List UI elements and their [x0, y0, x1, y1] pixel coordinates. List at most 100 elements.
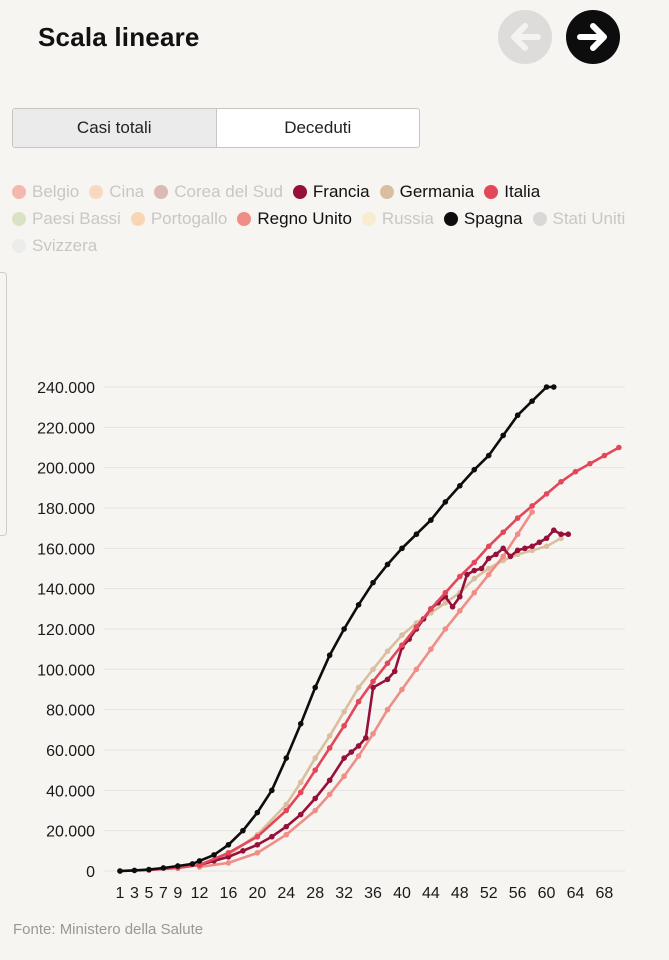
data-point-spagna — [500, 432, 506, 439]
data-point-spagna — [442, 499, 449, 505]
data-point-italia — [283, 807, 290, 814]
data-point-spagna — [254, 809, 261, 816]
data-point-germania — [442, 599, 449, 606]
legend-label: Portogallo — [150, 209, 228, 228]
data-point-italia — [485, 543, 492, 550]
y-tick-label: 60.000 — [46, 743, 95, 760]
source-note: Fonte: Ministero della Salute — [13, 921, 204, 938]
y-tick-label: 200.000 — [37, 461, 95, 478]
legend-label: Belgio — [32, 182, 80, 201]
metric-tabs: Casi totali Deceduti — [12, 108, 420, 148]
x-tick-label: 44 — [422, 885, 440, 902]
data-point-spagna — [283, 755, 290, 761]
data-point-spagna — [471, 466, 478, 473]
data-point-germania — [384, 648, 391, 654]
legend-item-cina[interactable]: Cina — [89, 182, 144, 202]
data-point-francia — [500, 545, 506, 552]
data-point-francia — [391, 668, 398, 675]
previous-button[interactable] — [498, 10, 552, 64]
x-tick-label: 40 — [393, 885, 411, 902]
page-title: Scala lineare — [38, 22, 200, 52]
tab-casi-totali[interactable]: Casi totali — [13, 109, 217, 147]
data-point-spagna — [225, 841, 232, 848]
data-point-spagna — [384, 561, 391, 568]
x-tick-label: 12 — [191, 885, 209, 902]
data-point-germania — [341, 708, 347, 715]
data-point-francia — [551, 527, 557, 533]
legend-item-svizzera[interactable]: Svizzera — [12, 236, 97, 256]
data-point-spagna — [485, 452, 492, 459]
data-point-spagna — [269, 787, 275, 794]
data-point-italia — [326, 745, 333, 751]
legend-dot-icon — [154, 185, 169, 199]
legend-item-stati-uniti[interactable]: Stati Uniti — [532, 209, 626, 229]
legend-label: Stati Uniti — [552, 209, 626, 228]
legend-item-francia[interactable]: Francia — [292, 182, 370, 202]
y-tick-label: 40.000 — [46, 783, 95, 800]
x-tick-label: 7 — [159, 885, 168, 902]
data-point-francia — [485, 555, 492, 562]
legend-item-regno-unito[interactable]: Regno Unito — [237, 209, 352, 229]
line-chart: 0 20.000 40.000 60.000 80.000 100.000 120.000 1… — [37, 380, 625, 902]
data-point-francia — [514, 547, 521, 554]
data-point-regno-unito — [326, 791, 333, 798]
data-point-italia — [341, 723, 347, 729]
data-point-francia — [326, 777, 333, 784]
data-point-italia — [457, 573, 463, 580]
legend-label: Corea del Sud — [174, 182, 283, 201]
data-point-regno-unito — [500, 553, 506, 560]
data-point-francia — [522, 545, 528, 552]
legend-label: Francia — [312, 182, 370, 201]
legend-item-germania[interactable]: Germania — [379, 182, 474, 202]
data-point-regno-unito — [384, 706, 391, 713]
data-point-spagna — [189, 861, 196, 867]
data-point-regno-unito — [312, 807, 319, 814]
arrow-left-icon — [511, 23, 541, 51]
data-point-italia — [399, 642, 405, 648]
data-point-francia — [457, 593, 463, 600]
legend-label: Cina — [109, 182, 145, 201]
x-tick-label: 1 — [116, 885, 125, 902]
x-tick-label: 56 — [509, 885, 527, 902]
data-point-spagna — [146, 866, 152, 873]
legend-item-corea-del-sud[interactable]: Corea del Sud — [154, 182, 283, 202]
tab-deceduti[interactable]: Deceduti — [284, 118, 352, 137]
data-point-spagna — [196, 858, 203, 864]
legend-item-italia[interactable]: Italia — [484, 182, 540, 202]
data-point-germania — [399, 632, 405, 638]
data-point-regno-unito — [442, 626, 449, 632]
data-point-francia — [507, 553, 514, 560]
x-tick-label: 5 — [144, 885, 153, 902]
data-point-germania — [312, 755, 319, 761]
arrow-right-icon — [577, 23, 607, 51]
data-point-francia — [529, 543, 535, 550]
x-tick-label: 48 — [451, 885, 469, 902]
y-tick-label: 20.000 — [46, 824, 95, 841]
legend-item-paesi-bassi[interactable]: Paesi Bassi — [12, 209, 121, 229]
legend-dot-icon — [292, 185, 307, 199]
x-tick-label: 36 — [364, 885, 382, 902]
data-point-germania — [529, 547, 535, 554]
data-point-spagna — [543, 384, 550, 390]
data-point-francia — [297, 811, 304, 818]
series-line-italia — [118, 446, 621, 873]
legend-label: Svizzera — [32, 236, 98, 255]
data-point-francia — [240, 848, 246, 854]
data-point-italia — [442, 589, 449, 596]
legend-item-portogallo[interactable]: Portogallo — [130, 209, 228, 229]
data-point-spagna — [551, 384, 557, 390]
data-point-spagna — [211, 852, 217, 858]
data-point-italia — [587, 460, 593, 467]
data-point-spagna — [326, 652, 333, 659]
legend-item-belgio[interactable]: Belgio — [12, 182, 79, 202]
next-button[interactable] — [566, 10, 620, 64]
legend-item-spagna[interactable]: Spagna — [443, 209, 523, 229]
y-tick-label: 120.000 — [37, 622, 95, 639]
data-point-francia — [565, 531, 572, 538]
data-point-regno-unito — [457, 608, 463, 614]
y-tick-label: 180.000 — [37, 501, 95, 518]
x-tick-label: 32 — [335, 885, 353, 902]
legend-item-russia[interactable]: Russia — [361, 209, 434, 229]
data-point-spagna — [413, 531, 420, 538]
data-point-francia — [348, 749, 355, 755]
